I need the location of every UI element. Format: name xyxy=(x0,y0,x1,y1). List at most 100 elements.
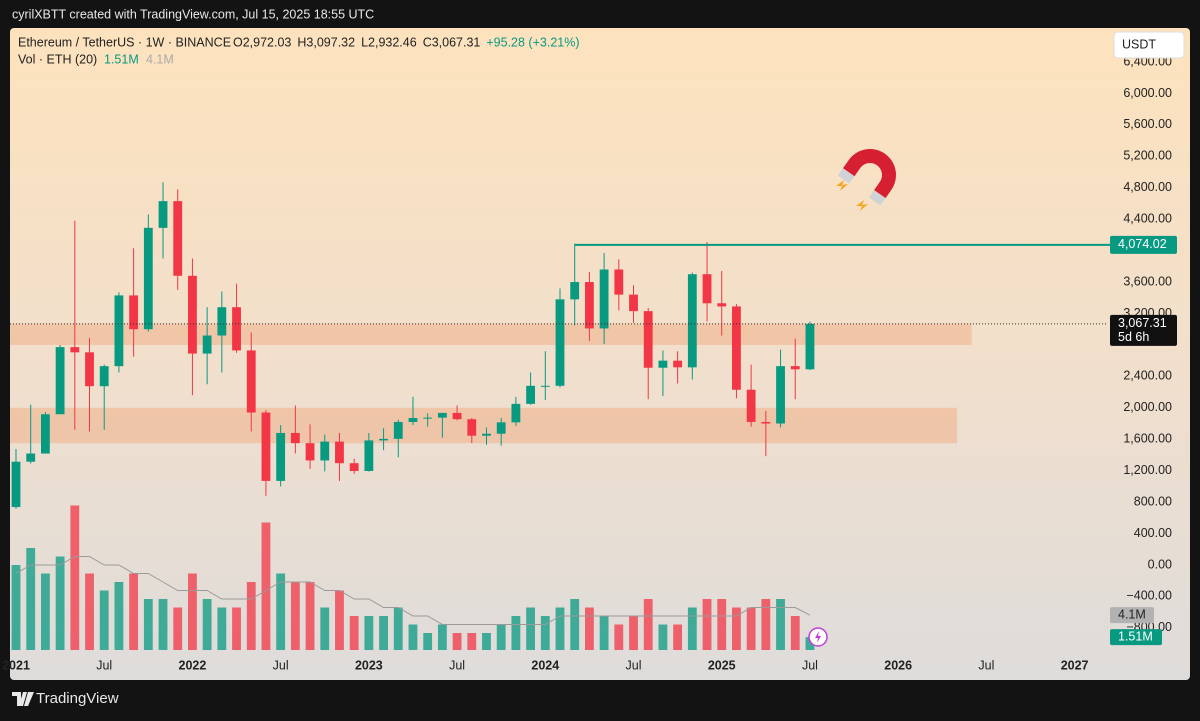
candle-body xyxy=(99,366,109,387)
volume-bar xyxy=(658,624,668,650)
volume-ma-box xyxy=(1110,607,1154,624)
resistance-label-box xyxy=(1110,235,1177,254)
volume-bar xyxy=(290,582,300,650)
ohlc-value: L2,932.46 xyxy=(361,35,417,49)
candle-body xyxy=(379,438,388,441)
x-tick-label: 2021 xyxy=(2,658,30,672)
volume-bar xyxy=(408,624,418,650)
volume-bar xyxy=(11,565,21,650)
volume-bar xyxy=(570,599,580,650)
volume-bar xyxy=(217,607,227,650)
y-tick-label: 5,600.00 xyxy=(1123,117,1172,131)
x-tick-label: 2027 xyxy=(1061,658,1089,672)
candle-body xyxy=(305,443,315,461)
volume-bar xyxy=(599,616,609,650)
y-tick-label: 5,200.00 xyxy=(1123,149,1172,163)
candle-body xyxy=(55,347,65,415)
volume-last: 1.51M xyxy=(104,52,139,66)
volume-bar xyxy=(379,616,388,650)
volume-bar xyxy=(614,624,624,650)
volume-bar xyxy=(305,582,315,650)
x-tick-label: 2022 xyxy=(179,658,207,672)
y-tick-label: 2,000.00 xyxy=(1123,400,1172,414)
candle-body xyxy=(746,389,756,422)
candle-body xyxy=(658,360,668,368)
zone xyxy=(10,323,972,345)
candle-body xyxy=(202,335,212,354)
volume-bar xyxy=(482,633,491,650)
x-tick-label: Jul xyxy=(978,658,994,672)
candle-body xyxy=(393,421,403,439)
candle-body xyxy=(364,440,374,471)
volume-bar xyxy=(673,624,683,650)
y-tick-label: 6,000.00 xyxy=(1123,86,1172,100)
y-tick-label: 4,400.00 xyxy=(1123,211,1172,225)
volume-bar xyxy=(158,599,168,650)
volume-bar xyxy=(790,616,800,650)
candle-body xyxy=(423,417,433,419)
ohlc-legend: O2,972.03 H3,097.32 L2,932.46 C3,067.31 +95.… xyxy=(233,35,580,49)
volume-bar xyxy=(555,607,565,650)
volume-bar xyxy=(629,616,638,650)
volume-bar xyxy=(393,607,403,650)
x-tick-label: 2024 xyxy=(531,658,559,672)
candle-body xyxy=(467,419,477,436)
candle-body xyxy=(702,274,712,304)
volume-bar xyxy=(173,607,183,650)
candle-body xyxy=(437,412,447,418)
currency-label[interactable]: USDT xyxy=(1122,37,1156,51)
volume-bar xyxy=(320,607,330,650)
volume-bar xyxy=(40,573,50,650)
candle-body xyxy=(643,311,653,368)
candle-body xyxy=(761,421,771,424)
y-tick-label: 800.00 xyxy=(1134,494,1172,508)
volume-bar xyxy=(511,616,521,650)
candle-body xyxy=(173,201,183,276)
candle-body xyxy=(776,366,785,424)
x-tick-label: Jul xyxy=(802,658,818,672)
candle-body xyxy=(129,295,139,330)
y-tick-label: 4,800.00 xyxy=(1123,180,1172,194)
volume-ma-line xyxy=(15,556,811,625)
volume-ma-label: 4.1M xyxy=(1118,607,1146,621)
plot-layer: 6,400.006,000.005,600.005,200.004,800.00… xyxy=(2,54,1177,672)
candle-body xyxy=(614,269,624,295)
ohlc-value: C3,067.31 xyxy=(423,35,481,49)
volume-bar xyxy=(437,624,447,650)
candle-body xyxy=(452,412,462,420)
candle-body xyxy=(496,422,506,434)
volume-bar xyxy=(143,599,153,650)
candle-body xyxy=(584,282,594,329)
volume-bar xyxy=(188,573,197,650)
y-tick-label: 1,600.00 xyxy=(1123,432,1172,446)
last-price-label: 3,067.31 xyxy=(1118,316,1167,330)
volume-bar xyxy=(26,548,36,650)
chart-title: Ethereum / TetherUS · 1W · BINANCE xyxy=(18,35,231,49)
x-tick-label: Jul xyxy=(449,658,465,672)
ohlc-value: H3,097.32 xyxy=(297,35,355,49)
spark-icon xyxy=(836,180,848,191)
candle-body xyxy=(732,306,741,390)
plot-background xyxy=(10,28,1190,680)
y-tick-label: 0.00 xyxy=(1148,557,1172,571)
volume-bar xyxy=(732,607,741,650)
candle-body xyxy=(511,403,521,423)
volume-bar xyxy=(55,556,65,650)
y-tick-label: 2,400.00 xyxy=(1123,369,1172,383)
currency-button[interactable] xyxy=(1113,31,1185,59)
candle-body xyxy=(599,269,609,329)
candle-body xyxy=(570,282,580,300)
candle-body xyxy=(673,360,683,368)
volume-bar xyxy=(202,599,212,650)
candle-body xyxy=(349,463,359,471)
volume-bar xyxy=(702,599,712,650)
volume-bar xyxy=(643,599,653,650)
volume-bar xyxy=(349,616,359,650)
candle-body xyxy=(526,385,536,404)
volume-bar xyxy=(232,607,241,650)
volume-bar xyxy=(99,590,109,650)
volume-ma-last: 4.1M xyxy=(146,52,174,66)
spark-icon xyxy=(856,200,868,211)
